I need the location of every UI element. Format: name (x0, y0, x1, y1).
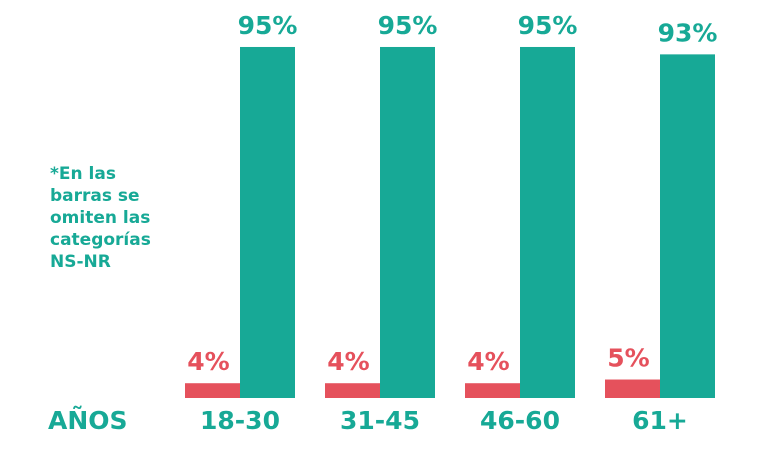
annotation: categorías (50, 230, 151, 250)
bar (240, 46, 295, 398)
annotation: NS-NR (50, 252, 111, 272)
value-label: 4% (467, 347, 509, 376)
x-tick-label: 46-60 (480, 406, 560, 435)
bar (660, 54, 715, 399)
x-tick-label: 31-45 (340, 406, 420, 435)
value-label: 95% (518, 11, 578, 40)
x-tick-label: 61+ (632, 406, 688, 435)
bar (465, 383, 520, 398)
value-label: 5% (607, 344, 649, 373)
value-label: 4% (327, 347, 369, 376)
bar (325, 383, 380, 398)
value-label: 95% (238, 11, 298, 40)
annotation: *En las (50, 164, 116, 184)
bar (380, 46, 435, 398)
bar (605, 379, 660, 398)
annotation: omiten las (50, 208, 150, 228)
value-label: 4% (187, 347, 229, 376)
value-label: 93% (658, 18, 718, 47)
x-axis-label: AÑOS (48, 406, 128, 435)
x-tick-label: 18-30 (200, 406, 280, 435)
bar (520, 46, 575, 398)
annotation: barras se (50, 186, 140, 206)
value-label: 95% (378, 11, 438, 40)
bar (185, 383, 240, 398)
